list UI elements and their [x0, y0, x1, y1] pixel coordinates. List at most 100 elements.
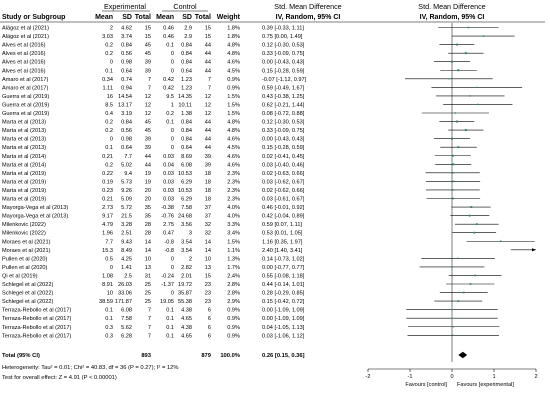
row-ci: 0.03 [-0.40, 0.46] — [262, 162, 305, 168]
row-e-mean: 10 — [107, 291, 113, 297]
row-weight: 1.1% — [227, 248, 240, 254]
row-c-sd: 1.23 — [181, 85, 192, 91]
row-e-sd: 9.43 — [121, 239, 132, 245]
row-e-n: 45 — [145, 120, 151, 126]
row-c-n: 39 — [205, 154, 211, 160]
row-study: Marta et al (2013) — [2, 145, 46, 151]
row-e-mean: 0.21 — [102, 197, 113, 203]
row-ci: 0.02 [-0.41, 0.45] — [262, 154, 305, 160]
point-estimate — [464, 129, 467, 132]
point-estimate — [470, 206, 473, 208]
row-e-mean: 0.2 — [105, 120, 113, 126]
row-ci: 2.40 [1.40, 3.41] — [262, 248, 303, 254]
ctl-sd-header: SD — [182, 14, 192, 21]
row-ci: 0.15 [-0.28, 0.59] — [262, 68, 305, 74]
point-estimate — [456, 43, 459, 46]
row-e-sd: 26.03 — [118, 282, 132, 288]
table-row: Schlegel et al (2022) 10 33.06 25 0 35.87 23 2.… — [2, 291, 305, 297]
row-e-n: 15 — [145, 34, 151, 40]
row-c-sd: 4.38 — [181, 308, 192, 314]
row-e-mean: 0.1 — [105, 145, 113, 151]
table-row: Guerra et al (2019) 16 14.54 12 9.5 14.35 12 1.… — [2, 94, 305, 100]
row-c-sd: 0.84 — [181, 128, 192, 134]
row-c-sd: 10.53 — [178, 188, 192, 194]
row-weight: 2.4% — [227, 273, 240, 279]
row-c-n: 6 — [208, 333, 211, 339]
row-e-mean: 2 — [110, 26, 113, 32]
row-e-mean: 0.1 — [105, 308, 113, 314]
point-estimate — [499, 240, 502, 242]
row-e-sd: 21.5 — [121, 214, 132, 220]
row-e-sd: 0.64 — [121, 145, 132, 151]
row-ci: 0.03 [-0.61, 0.67] — [262, 197, 305, 203]
row-c-mean: 0 — [171, 51, 174, 57]
row-e-sd: 0.56 — [121, 51, 132, 57]
point-estimate — [457, 69, 460, 72]
row-e-mean: 0.5 — [105, 256, 113, 262]
point-estimate — [477, 103, 479, 106]
row-e-n: 14 — [145, 248, 151, 254]
row-ci: 0.00 [-1.09, 1.09] — [262, 316, 305, 322]
row-e-sd: 3.28 — [121, 222, 132, 228]
smd-subheader: IV, Random, 95% CI — [276, 14, 341, 21]
x-tick-label: -2 — [366, 374, 371, 380]
row-c-mean: 2.75 — [163, 222, 174, 228]
table-row: Terraza-Rebollo et al (2017) 0.3 6.28 7 0.1 4… — [2, 333, 305, 339]
row-study: Mayorga-Vega et al (2013) — [2, 214, 68, 220]
table-row: Terraza-Rebollo et al (2017) 0.3 5.62 7 0.1 4… — [2, 325, 305, 331]
row-e-mean: 0.22 — [102, 171, 113, 177]
row-c-mean: 0.03 — [163, 188, 174, 194]
row-weight: 0.9% — [227, 85, 240, 91]
row-c-mean: 0.03 — [163, 154, 174, 160]
row-e-n: 25 — [145, 291, 151, 297]
row-c-mean: 19.05 — [160, 299, 174, 305]
table-row: Pullen et al (2020) 0 1.41 13 0 2.82 13 1.7% 0.0… — [2, 265, 305, 271]
row-c-sd: 3.56 — [181, 222, 192, 228]
control-group-header: Control — [173, 2, 197, 11]
row-e-mean: 38.59 — [99, 299, 113, 305]
row-e-sd: 5.02 — [121, 162, 132, 168]
table-row: Amaro et al (2017) 0.34 0.74 7 0.42 1.23 7 0.9%… — [2, 77, 307, 83]
table-row: Alves et al (2016) 0.1 0.64 39 0 0.64 44 4.5% 0.… — [2, 68, 305, 74]
row-c-mean: 0.1 — [166, 333, 174, 339]
row-ci: 0.62 [-0.21, 1.44] — [262, 102, 305, 108]
row-ci: 0.02 [-0.62, 0.66] — [262, 188, 305, 194]
table-row: Marta et al (2014) 0.21 7.7 44 0.03 8.69 39 4.6… — [2, 154, 305, 160]
row-weight: 1.3% — [227, 256, 240, 262]
row-e-sd: 2.5 — [124, 273, 132, 279]
row-ci: 0.46 [-0.01, 0.92] — [262, 205, 305, 211]
row-weight: 4.5% — [227, 145, 240, 151]
row-e-n: 35 — [145, 214, 151, 220]
row-e-n: 14 — [145, 239, 151, 245]
point-estimate — [452, 180, 455, 183]
row-c-sd: 7.58 — [181, 205, 192, 211]
row-weight: 4.8% — [227, 51, 240, 57]
point-estimate — [475, 223, 478, 226]
row-study: Terraza-Rebollo et al (2017) — [2, 333, 71, 339]
row-e-n: 25 — [145, 282, 151, 288]
row-weight: 4.6% — [227, 60, 240, 66]
row-e-sd: 171.87 — [115, 299, 132, 305]
point-estimate — [456, 120, 459, 123]
row-weight: 2.8% — [227, 282, 240, 288]
row-study: Marta et al (2013) — [2, 137, 46, 143]
row-weight: 4.6% — [227, 162, 240, 168]
row-c-n: 44 — [205, 120, 211, 126]
row-e-mean: 0.19 — [102, 179, 113, 185]
row-c-sd: 1.38 — [181, 111, 192, 117]
row-c-sd: 0.84 — [181, 60, 192, 66]
row-study: Mayorga-Vega et al (2013) — [2, 205, 68, 211]
row-e-n: 13 — [145, 265, 151, 271]
row-weight: 4.8% — [227, 120, 240, 126]
row-e-sd: 0.56 — [121, 128, 132, 134]
row-e-sd: 7.7 — [124, 154, 132, 160]
row-c-sd: 0.64 — [181, 68, 192, 74]
row-study: Terraza-Rebollo et al (2017) — [2, 316, 71, 322]
row-c-mean: 0 — [171, 128, 174, 134]
row-ci: 0.75 [0.00, 1.49] — [262, 34, 303, 40]
table-row: Moraes et al (2021) 7.7 9.43 14 -0.8 3.54 14 1.… — [2, 239, 303, 245]
study-rows: Alägoz et al (2021) 2 4.62 15 0.46 2.9 15 1.8% 0… — [2, 26, 307, 340]
row-c-sd: 4.65 — [181, 333, 192, 339]
row-e-mean: 8.91 — [102, 282, 113, 288]
